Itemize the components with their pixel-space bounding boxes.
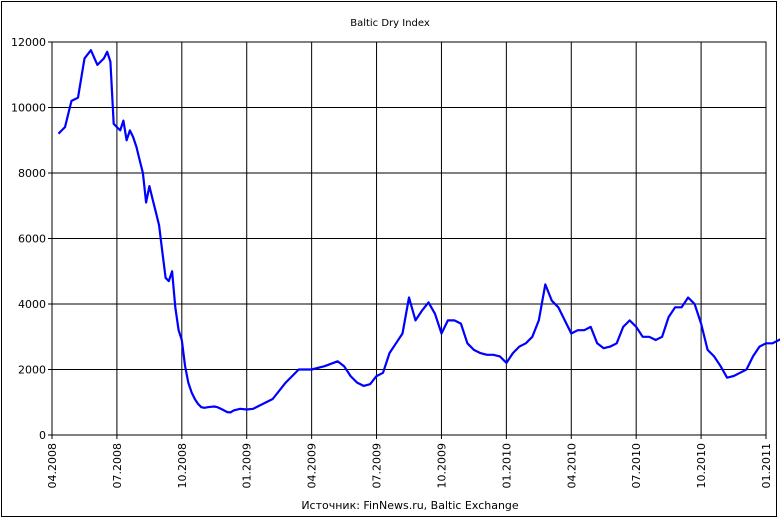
y-tick-label: 10000 (11, 102, 46, 115)
x-tick-label: 04.2009 (306, 443, 319, 489)
y-tick-label: 8000 (18, 167, 46, 180)
x-tick-label: 01.2011 (760, 443, 773, 489)
x-tick-label: 04.2008 (46, 443, 59, 489)
x-tick-label: 10.2008 (176, 443, 189, 489)
chart-title: Baltic Dry Index (350, 18, 430, 29)
series-line-bdi (57, 49, 780, 414)
y-tick-label: 4000 (18, 298, 46, 311)
x-axis-ticks: 04.2008 07.2008 10.2008 01.2009 04.2009 07.20… (46, 435, 773, 489)
x-tick-label: 10.2009 (435, 443, 448, 489)
x-tick-label: 07.2008 (111, 443, 124, 489)
x-tick-label: 04.2010 (565, 443, 578, 489)
x-tick-label: 10.2010 (695, 443, 708, 489)
y-tick-label: 2000 (18, 364, 46, 377)
y-tick-label: 6000 (18, 233, 46, 246)
y-tick-label: 12000 (11, 36, 46, 49)
x-tick-label: 07.2009 (371, 443, 384, 489)
grid (51, 41, 767, 436)
x-tick-label: 01.2010 (500, 443, 513, 489)
source-note: Источник: FinNews.ru, Baltic Exchange (301, 499, 519, 512)
y-axis-ticks: 0 2000 4000 6000 8000 10000 12000 (11, 36, 52, 442)
x-tick-label: 01.2009 (241, 443, 254, 489)
y-tick-label: 0 (39, 429, 46, 442)
x-tick-label: 07.2010 (630, 443, 643, 489)
